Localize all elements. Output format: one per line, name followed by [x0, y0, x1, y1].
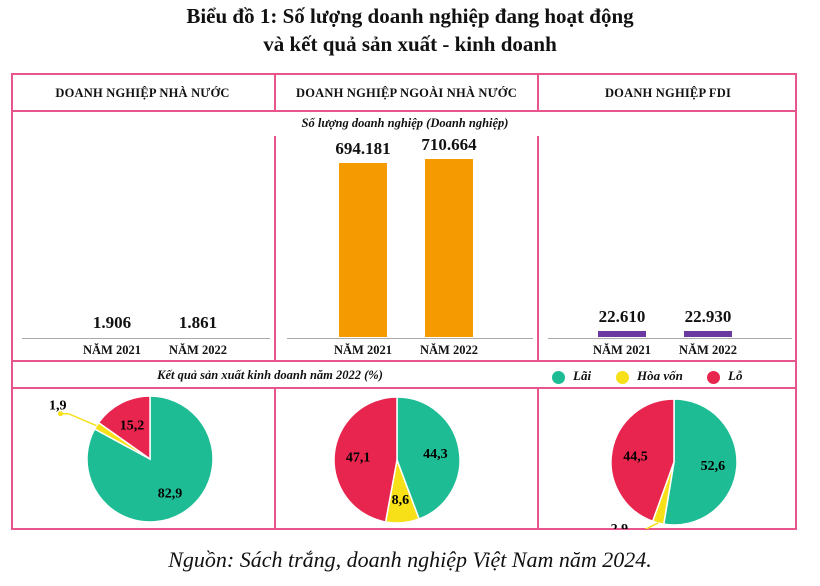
pie-value-label-fdi-lai: 52,6 [701, 459, 726, 474]
bar-axis-ngoai-nha-nuoc [287, 338, 533, 339]
divider-middle [11, 360, 797, 362]
column-header-fdi: DOANH NGHIỆP FDI [604, 86, 732, 100]
bar-category-label-nha-nuoc-2: NĂM 2022 [169, 343, 227, 357]
bar-fdi-1 [598, 331, 646, 337]
pie-value-label-ngoai-nha-nuoc-lai: 44,3 [423, 447, 448, 462]
bar-category-label-ngoai-nha-nuoc-1: NĂM 2021 [334, 343, 392, 357]
bar-category-label-fdi-1: NĂM 2021 [593, 343, 651, 357]
pie-value-label-fdi-hoa-von: 2,9 [611, 522, 629, 529]
divider-header [11, 110, 797, 112]
bar-ngoai-nha-nuoc-2 [425, 159, 473, 337]
bar-category-label-nha-nuoc-1: NĂM 2021 [83, 343, 141, 357]
pie-value-label-nha-nuoc-lo: 15,2 [120, 418, 145, 433]
divider-v1-head [274, 73, 276, 110]
legend-lo-marker [707, 371, 720, 384]
legend-hoa-von-label: Hòa vốn [637, 368, 683, 383]
pie-slice-ngoai-nha-nuoc-lo [333, 396, 398, 523]
bar-category-label-fdi-2: NĂM 2022 [679, 343, 737, 357]
pie-slice-ngoai-nha-nuoc-lai [396, 396, 461, 520]
chart-title-line2: và kết quả sản xuất - kinh doanh [263, 32, 557, 56]
bar-fdi-2 [684, 331, 732, 337]
pie-value-label-ngoai-nha-nuoc-lo: 47,1 [346, 450, 371, 465]
bar-section-label: Số lượng doanh nghiệp (Doanh nghiệp) [301, 116, 509, 130]
legend-hoa-von-marker [616, 371, 629, 384]
pie-value-label-nha-nuoc-hoa-von: 1,9 [49, 399, 67, 414]
legend-lai-label: Lãi [573, 368, 592, 383]
divider-v2-head [537, 73, 539, 110]
divider-v2-bars [537, 136, 539, 360]
pie-ngoai-nha-nuoc: 44,3 8,6 47,1 [333, 396, 461, 524]
bar-value-label-ngoai-nha-nuoc-1: 694.181 [335, 139, 391, 159]
pie-leader-dot-nha-nuoc [57, 411, 63, 417]
divider-v1-pies [274, 387, 276, 530]
bar-value-label-nha-nuoc-1: 1.906 [92, 312, 132, 332]
bar-value-label-ngoai-nha-nuoc-2: 710.664 [421, 135, 477, 155]
bar-value-label-fdi-1: 22.610 [598, 307, 646, 327]
chart-frame [11, 73, 797, 530]
pie-slice-fdi-lai [662, 398, 738, 526]
legend-lo-label: Lỗ [728, 368, 743, 383]
pie-slice-nha-nuoc-lo [97, 395, 151, 461]
source-note: Nguồn: Sách trắng, doanh nghiệp Việt Nam… [168, 547, 652, 572]
divider-v2-pies [537, 387, 539, 530]
bar-value-label-nha-nuoc-2: 1.861 [178, 312, 218, 332]
divider-pie-label [11, 387, 797, 389]
pie-slice-fdi-lo [610, 398, 675, 523]
bar-axis-fdi [548, 338, 792, 339]
bar-category-label-ngoai-nha-nuoc-2: NĂM 2022 [420, 343, 478, 357]
pie-leader-line-nha-nuoc [60, 412, 97, 427]
pie-leader-line-fdi [644, 522, 659, 529]
column-header-nha-nuoc: DOANH NGHIỆP NHÀ NƯỚC [55, 86, 230, 100]
chart-title-line1: Biểu đồ 1: Số lượng doanh nghiệp đang ho… [186, 4, 634, 28]
pie-section-label: Kết quả sản xuất kinh doanh năm 2022 (%) [157, 368, 383, 382]
pie-value-label-fdi-lo: 44,5 [623, 449, 648, 464]
pie-value-label-nha-nuoc-lai: 82,9 [158, 487, 183, 502]
divider-v1-bars [274, 136, 276, 360]
column-header-ngoai-nha-nuoc: DOANH NGHIỆP NGOÀI NHÀ NƯỚC [296, 86, 517, 100]
pie-nha-nuoc: 82,9 1,9 15,2 [49, 395, 214, 523]
pie-value-label-ngoai-nha-nuoc-hoa-von: 8,6 [392, 493, 410, 508]
bar-ngoai-nha-nuoc-1 [339, 163, 387, 337]
bar-value-label-fdi-2: 22.930 [684, 307, 732, 327]
legend-lai-marker [552, 371, 565, 384]
pie-fdi: 52,6 2,9 44,5 [610, 398, 738, 529]
bar-axis-nha-nuoc [22, 338, 270, 339]
